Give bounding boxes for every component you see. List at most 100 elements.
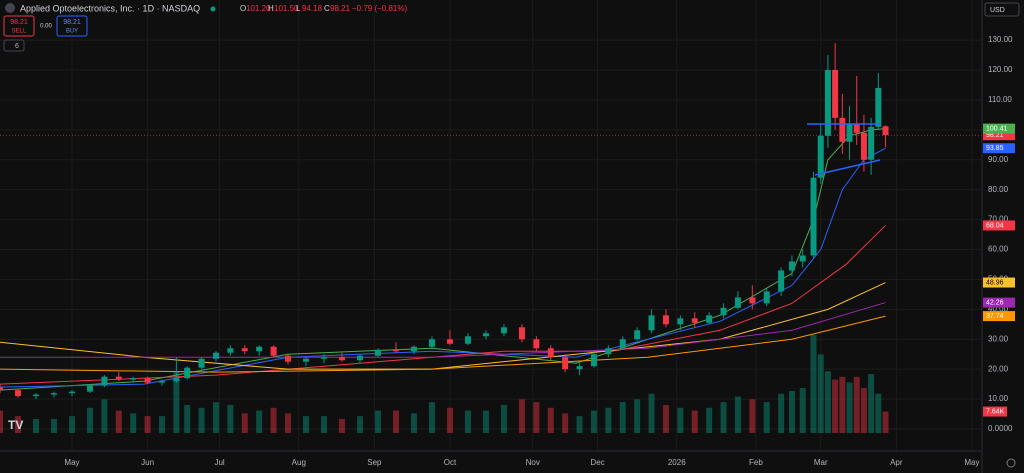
candle-body bbox=[677, 318, 684, 325]
axes: 0.000010.0020.0030.0040.0050.0060.0070.0… bbox=[64, 35, 1015, 467]
moving-averages bbox=[0, 128, 886, 391]
candle-body bbox=[32, 394, 39, 397]
ohlc-value: 101.50 bbox=[274, 4, 299, 13]
y-tick-label: 80.00 bbox=[988, 185, 1009, 194]
volume-bar bbox=[173, 371, 180, 433]
logo bbox=[5, 3, 15, 13]
drawing-line[interactable] bbox=[814, 159, 881, 176]
candle-body bbox=[547, 348, 554, 358]
candle-body bbox=[101, 376, 108, 386]
candle-body bbox=[875, 87, 882, 127]
moving-average bbox=[0, 282, 886, 370]
x-tick-label: May bbox=[964, 458, 979, 467]
sell-price[interactable]: 98.21 bbox=[10, 19, 28, 26]
volume-bar bbox=[356, 416, 363, 433]
candle-body bbox=[410, 346, 417, 352]
symbol-title[interactable]: Applied Optoelectronics, Inc. · 1D · NAS… bbox=[20, 3, 200, 13]
candle-body bbox=[86, 385, 93, 392]
volume-bar bbox=[839, 376, 846, 433]
candle-body bbox=[868, 126, 875, 160]
candle-body bbox=[482, 333, 489, 337]
candle-body bbox=[846, 123, 853, 142]
volume-bar bbox=[634, 399, 641, 433]
volume-bar bbox=[50, 418, 57, 433]
volume-bar bbox=[799, 388, 806, 433]
ma-label: 100.41 bbox=[986, 125, 1008, 132]
candle-body bbox=[562, 357, 569, 370]
volume-bar bbox=[0, 410, 3, 433]
candle-body bbox=[392, 349, 399, 352]
candle-body bbox=[619, 339, 626, 349]
candle-body bbox=[605, 348, 612, 355]
candle-body bbox=[799, 255, 806, 262]
candle-body bbox=[356, 355, 363, 361]
ohlc-value: 101.20 bbox=[246, 4, 271, 13]
candle-body bbox=[320, 357, 327, 359]
y-tick-label: 20.00 bbox=[988, 364, 1009, 373]
volume-bar bbox=[547, 407, 554, 433]
volume-bar bbox=[832, 379, 839, 433]
candle-body bbox=[241, 348, 248, 352]
spread: 0.00 bbox=[40, 24, 52, 30]
ma-tag bbox=[983, 123, 1015, 134]
volume-bar bbox=[101, 399, 108, 433]
buy-label[interactable]: BUY bbox=[66, 29, 78, 35]
ma-label: 42.26 bbox=[986, 299, 1004, 306]
volume-bar bbox=[482, 410, 489, 433]
candle-body bbox=[50, 393, 57, 395]
candle-body bbox=[706, 315, 713, 323]
volume-bar bbox=[677, 407, 684, 433]
candle-body bbox=[533, 339, 540, 349]
volume-bar bbox=[734, 396, 741, 433]
candle-body bbox=[648, 315, 655, 331]
candle-body bbox=[788, 261, 795, 271]
sell-button[interactable] bbox=[3, 15, 35, 37]
volume-bar bbox=[875, 393, 882, 433]
volume-bar bbox=[749, 399, 756, 433]
volume-bar bbox=[115, 410, 122, 433]
y-tick-label: 10.00 bbox=[988, 394, 1009, 403]
x-tick-label: Jun bbox=[141, 458, 154, 467]
candle-body bbox=[832, 70, 839, 118]
settings-icon[interactable] bbox=[1006, 458, 1016, 468]
volume-bar bbox=[778, 393, 785, 433]
y-tick-label: 60.00 bbox=[988, 245, 1009, 254]
volume-tag bbox=[983, 406, 1007, 417]
volume-bar bbox=[860, 388, 867, 433]
ohlc-key: C bbox=[324, 4, 330, 13]
candle-body bbox=[810, 177, 817, 256]
sell-label[interactable]: SELL bbox=[12, 29, 27, 35]
currency[interactable]: USD bbox=[990, 7, 1005, 14]
x-tick-label: Sep bbox=[367, 458, 382, 467]
volume-label: 7.64K bbox=[986, 408, 1005, 415]
volume-bar bbox=[32, 418, 39, 433]
x-tick-label: Dec bbox=[590, 458, 604, 467]
ma-label: 93.85 bbox=[986, 145, 1004, 152]
candle-body bbox=[212, 352, 219, 359]
candle-body bbox=[634, 330, 641, 340]
candle-body bbox=[749, 297, 756, 304]
ma-tag bbox=[983, 297, 1015, 308]
candle-body bbox=[198, 358, 205, 368]
volume-bar bbox=[562, 413, 569, 433]
candle-body bbox=[778, 270, 785, 292]
x-tick-label: Oct bbox=[444, 458, 457, 467]
x-tick-label: Mar bbox=[814, 458, 828, 467]
candle-body bbox=[256, 346, 263, 352]
indicator-count[interactable]: 6 bbox=[15, 43, 19, 50]
volume-bar bbox=[68, 416, 75, 433]
currency-button[interactable] bbox=[984, 2, 1020, 17]
ma-label: 48.96 bbox=[986, 279, 1004, 286]
moving-average bbox=[0, 128, 886, 391]
price-label: 98.21 bbox=[986, 132, 1004, 139]
volume-bar bbox=[648, 393, 655, 433]
volume-bar bbox=[706, 407, 713, 433]
candle-body bbox=[374, 349, 381, 356]
y-tick-label: 110.00 bbox=[988, 95, 1012, 104]
buy-button[interactable] bbox=[56, 15, 88, 37]
ma-label: 37.74 bbox=[986, 313, 1004, 320]
candle-body bbox=[500, 327, 507, 334]
buy-price[interactable]: 98.21 bbox=[63, 19, 81, 26]
volume-bar bbox=[270, 407, 277, 433]
indicators-toggle[interactable] bbox=[3, 39, 25, 52]
